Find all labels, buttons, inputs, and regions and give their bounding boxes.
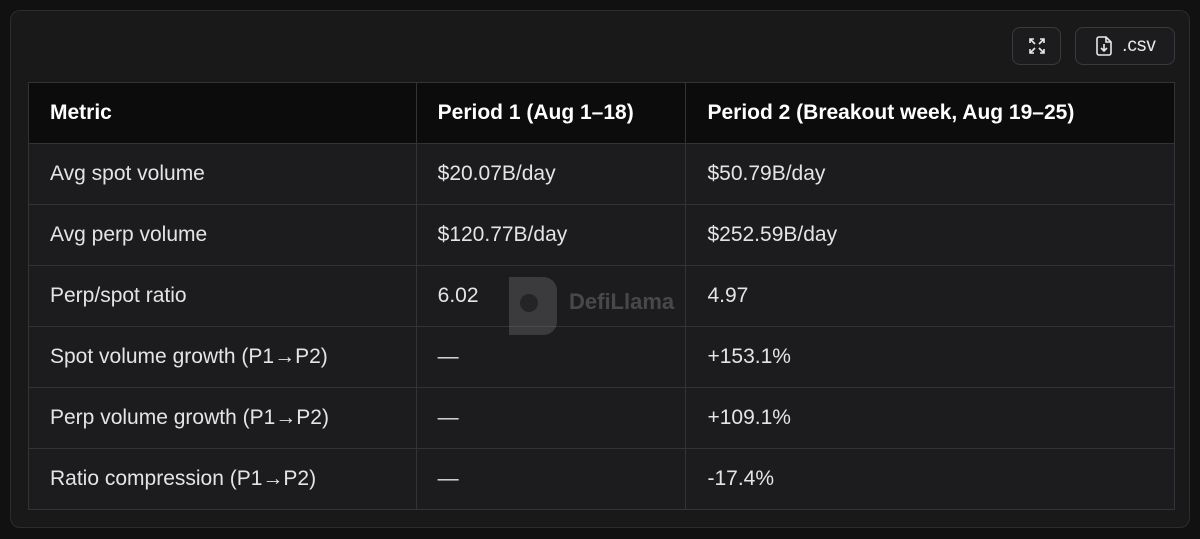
- table-cell: $50.79B/day: [685, 143, 1175, 205]
- column-header: Period 1 (Aug 1–18): [415, 82, 687, 144]
- table-cell: Perp/spot ratio: [28, 265, 417, 327]
- table-cell: 4.97: [685, 265, 1175, 327]
- table-cell: +153.1%: [685, 326, 1175, 388]
- table-cell: $252.59B/day: [685, 204, 1175, 266]
- table-row: Spot volume growth (P1→P2) — +153.1%: [28, 326, 1175, 388]
- table-cell: —: [415, 448, 687, 510]
- table-row: Avg spot volume $20.07B/day $50.79B/day: [28, 143, 1175, 205]
- column-header: Metric: [28, 82, 417, 144]
- table-row: Perp/spot ratio 6.02 4.97: [28, 265, 1175, 327]
- csv-button[interactable]: .csv: [1075, 27, 1175, 65]
- table-row: Perp volume growth (P1→P2) — +109.1%: [28, 387, 1175, 449]
- table-cell: Avg spot volume: [28, 143, 417, 205]
- table-cell: 6.02: [415, 265, 687, 327]
- expand-icon: [1028, 38, 1045, 54]
- header-row: Metric Period 1 (Aug 1–18) Period 2 (Break…: [28, 82, 1175, 144]
- table-cell: Perp volume growth (P1→P2): [28, 387, 417, 449]
- table-cell: Avg perp volume: [28, 204, 417, 266]
- expand-button[interactable]: [1012, 27, 1061, 65]
- table-cell: $20.07B/day: [415, 143, 687, 205]
- table-cell: Ratio compression (P1→P2): [28, 448, 417, 510]
- table-cell: $120.77B/day: [415, 204, 687, 266]
- table-row: Avg perp volume $120.77B/day $252.59B/day: [28, 204, 1175, 266]
- table-cell: -17.4%: [685, 448, 1175, 510]
- table-cell: +109.1%: [685, 387, 1175, 449]
- download-icon: [1096, 36, 1112, 56]
- table-cell: —: [415, 326, 687, 388]
- table-panel: .csv Metric Period 1 (Aug 1–18) Period 2 (…: [10, 10, 1190, 528]
- csv-label: .csv: [1122, 35, 1156, 56]
- data-table: Metric Period 1 (Aug 1–18) Period 2 (Break…: [28, 82, 1175, 510]
- table-row: Ratio compression (P1→P2) — -17.4%: [28, 448, 1175, 510]
- table-cell: Spot volume growth (P1→P2): [28, 326, 417, 388]
- column-header: Period 2 (Breakout week, Aug 19–25): [685, 82, 1175, 144]
- table-cell: —: [415, 387, 687, 449]
